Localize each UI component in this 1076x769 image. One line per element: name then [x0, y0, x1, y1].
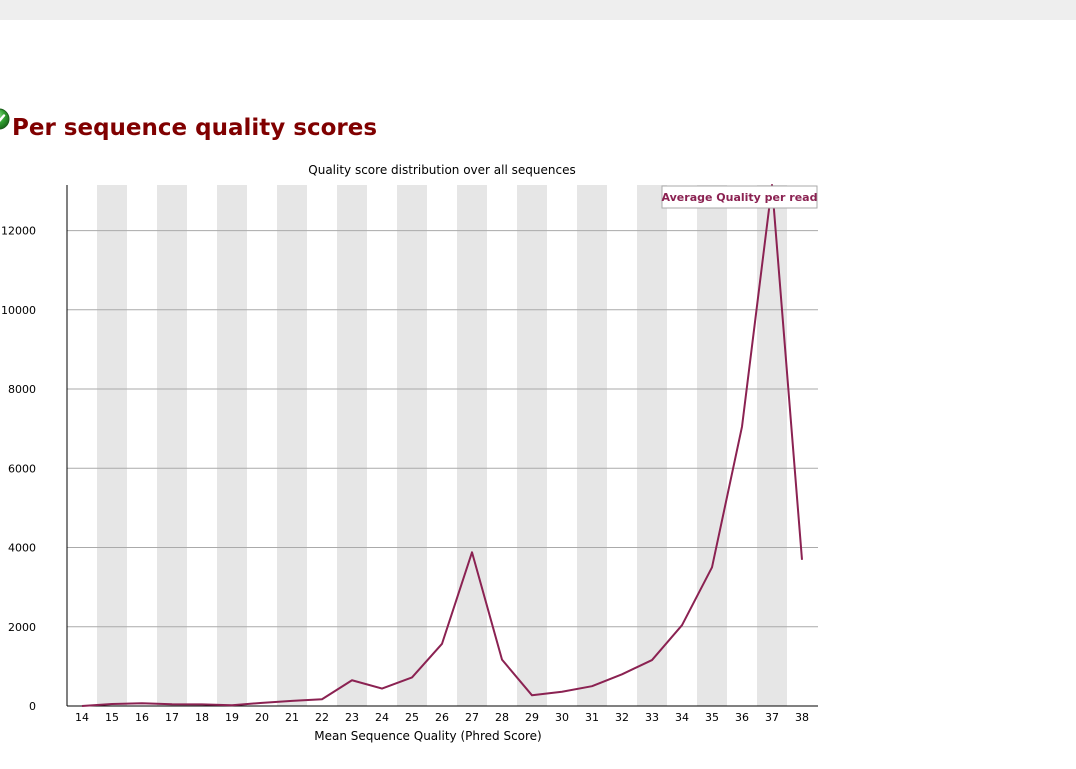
x-tick-label: 27: [465, 711, 479, 724]
chart-gridlines: [67, 230, 818, 628]
y-tick-label: 10000: [1, 304, 36, 317]
y-tick-labels: 0 2000 4000 6000 8000 10000 12000: [1, 225, 36, 713]
chart-axes: [66, 185, 818, 707]
x-tick-label: 21: [285, 711, 299, 724]
stripe-band: [637, 185, 667, 706]
stripe-band: [157, 185, 187, 706]
x-tick-label: 30: [555, 711, 569, 724]
top-bar: [0, 0, 1076, 20]
x-tick-label: 26: [435, 711, 449, 724]
y-tick-label: 8000: [8, 383, 36, 396]
legend-box: [661, 185, 818, 209]
x-tick-label: 25: [405, 711, 419, 724]
stripe-band: [517, 185, 547, 706]
x-tick-label: 24: [375, 711, 389, 724]
y-tick-label: 6000: [8, 462, 36, 475]
x-tick-label: 14: [75, 711, 89, 724]
y-tick-label: 4000: [8, 542, 36, 555]
y-tick-label: 2000: [8, 621, 36, 634]
x-tick-label: 28: [495, 711, 509, 724]
stripe-band: [217, 185, 247, 706]
stripe-band: [337, 185, 367, 706]
x-tick-label: 36: [735, 711, 749, 724]
legend-entry: Average Quality per read: [662, 191, 818, 204]
x-tick-label: 17: [165, 711, 179, 724]
x-tick-label: 29: [525, 711, 539, 724]
section-title: Per sequence quality scores: [12, 115, 378, 141]
x-tick-label: 34: [675, 711, 689, 724]
x-tick-label: 20: [255, 711, 269, 724]
stripe-band: [697, 185, 727, 706]
x-tick-label: 35: [705, 711, 719, 724]
y-tick-label: 12000: [1, 225, 36, 238]
x-tick-label: 19: [225, 711, 239, 724]
x-tick-label: 15: [105, 711, 119, 724]
x-tick-label: 16: [135, 711, 149, 724]
x-tick-label: 33: [645, 711, 659, 724]
quality-chart: 0 2000 4000 6000 8000 10000 12000 14 15 16 17 18 19…: [1, 163, 818, 743]
x-tick-label: 22: [315, 711, 329, 724]
x-tick-label: 31: [585, 711, 599, 724]
stripe-band: [277, 185, 307, 706]
stripe-band: [97, 185, 127, 706]
x-axis-label: Mean Sequence Quality (Phred Score): [314, 729, 542, 743]
chart-legend: Average Quality per read: [661, 185, 818, 209]
stripe-band: [457, 185, 487, 706]
x-tick-labels: 14 15 16 17 18 19 20 21 22 23 24 25 26 27 28 29 30 31 32 33…: [75, 711, 809, 724]
stripe-band: [577, 185, 607, 706]
x-tick-label: 38: [795, 711, 809, 724]
x-tick-label: 23: [345, 711, 359, 724]
chart-title: Quality score distribution over all sequ…: [308, 163, 575, 177]
x-tick-label: 37: [765, 711, 779, 724]
y-tick-label: 0: [29, 700, 36, 713]
series-line: [81, 184, 803, 707]
x-tick-label: 18: [195, 711, 209, 724]
stripe-band: [397, 185, 427, 706]
chart-series: [81, 184, 803, 707]
x-tick-label: 32: [615, 711, 629, 724]
pass-check-icon: [0, 108, 10, 130]
chart-stripes: [97, 185, 787, 706]
